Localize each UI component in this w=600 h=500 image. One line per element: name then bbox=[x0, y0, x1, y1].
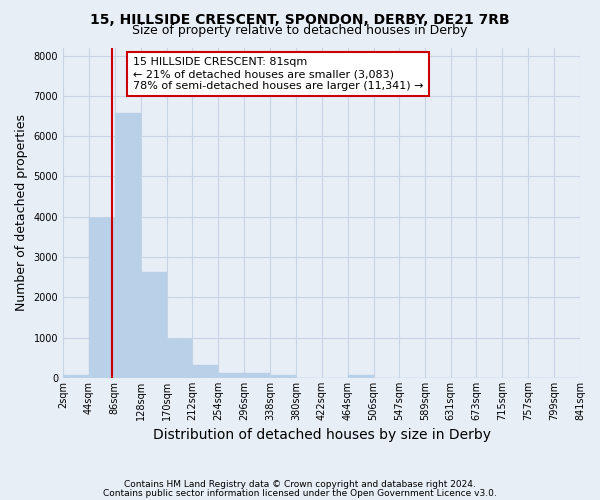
Text: Contains public sector information licensed under the Open Government Licence v3: Contains public sector information licen… bbox=[103, 489, 497, 498]
Bar bbox=[348, 374, 374, 378]
Bar bbox=[140, 272, 167, 378]
Bar bbox=[270, 375, 296, 378]
Bar bbox=[89, 218, 115, 378]
Text: 15 HILLSIDE CRESCENT: 81sqm
← 21% of detached houses are smaller (3,083)
78% of : 15 HILLSIDE CRESCENT: 81sqm ← 21% of det… bbox=[133, 58, 424, 90]
Bar bbox=[167, 339, 193, 378]
Text: 15, HILLSIDE CRESCENT, SPONDON, DERBY, DE21 7RB: 15, HILLSIDE CRESCENT, SPONDON, DERBY, D… bbox=[90, 12, 510, 26]
Bar bbox=[244, 374, 270, 378]
Bar bbox=[218, 372, 244, 378]
Bar bbox=[115, 113, 140, 378]
Text: Contains HM Land Registry data © Crown copyright and database right 2024.: Contains HM Land Registry data © Crown c… bbox=[124, 480, 476, 489]
Bar bbox=[193, 365, 218, 378]
Bar bbox=[63, 375, 89, 378]
Y-axis label: Number of detached properties: Number of detached properties bbox=[15, 114, 28, 311]
X-axis label: Distribution of detached houses by size in Derby: Distribution of detached houses by size … bbox=[152, 428, 491, 442]
Text: Size of property relative to detached houses in Derby: Size of property relative to detached ho… bbox=[133, 24, 467, 37]
